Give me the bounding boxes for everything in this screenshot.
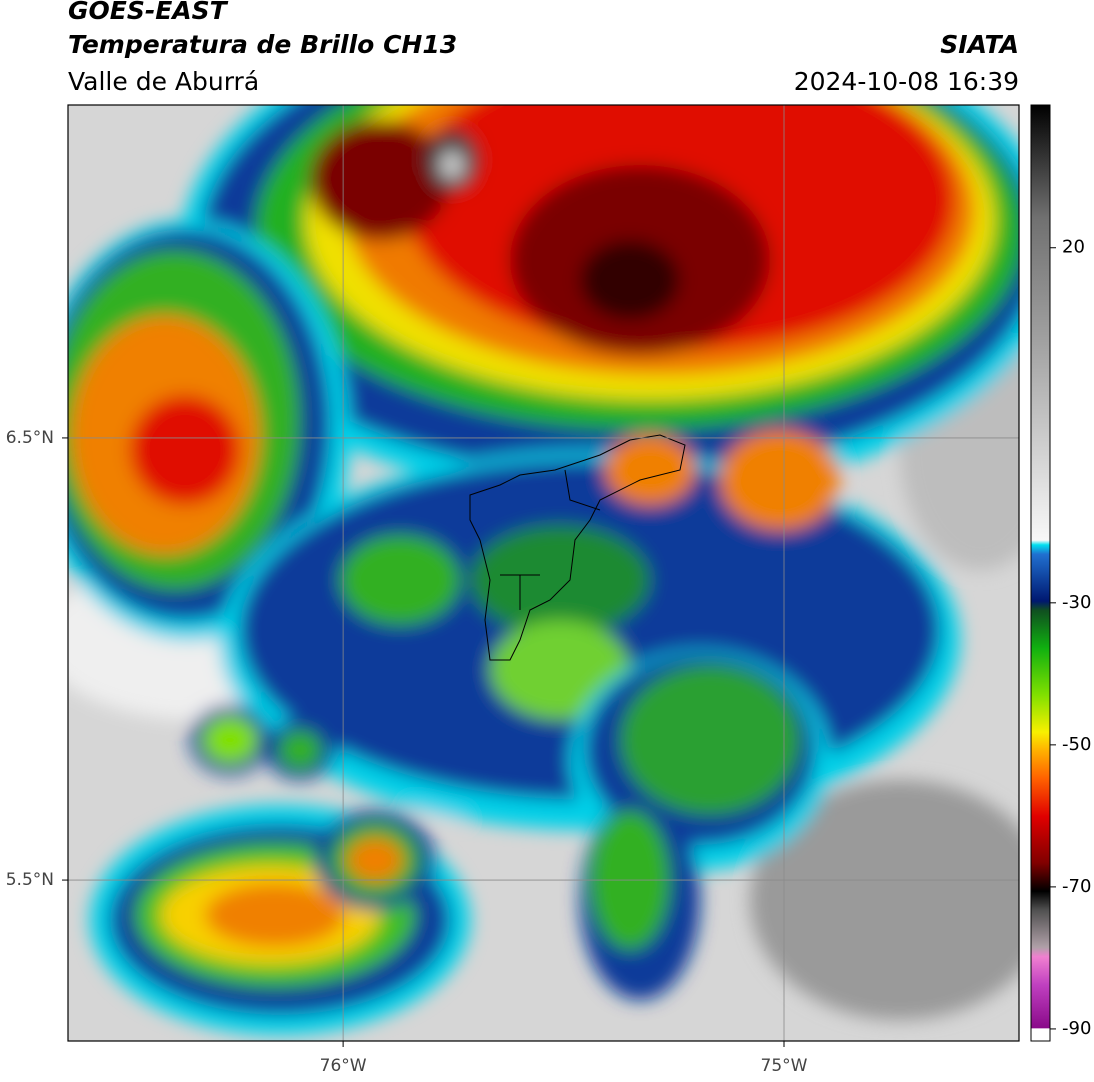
colorbar-tick-label: 20 bbox=[1062, 237, 1085, 258]
x-tick-label: 75°W bbox=[761, 1056, 808, 1076]
colorbar-tick-label: -30 bbox=[1062, 592, 1091, 613]
y-tick-label: 5.5°N bbox=[6, 870, 54, 890]
colorbar-tick-label: -90 bbox=[1062, 1018, 1091, 1039]
valley-boundary bbox=[469, 434, 686, 661]
subtitle: Temperatura de Brillo CH13 bbox=[68, 30, 457, 59]
map-frame bbox=[67, 104, 1020, 1042]
datetime: 2024-10-08 16:39 bbox=[794, 67, 1019, 96]
source: SIATA bbox=[940, 30, 1019, 59]
y-tick-label: 6.5°N bbox=[6, 428, 54, 448]
region: Valle de Aburrá bbox=[68, 67, 259, 96]
x-tick-label: 76°W bbox=[320, 1056, 367, 1076]
colorbar-tick-label: -50 bbox=[1062, 734, 1091, 755]
colorbar-tick-label: -70 bbox=[1062, 876, 1091, 897]
satellite-image bbox=[68, 105, 1019, 1041]
colorbar bbox=[1030, 104, 1051, 1042]
title: GOES-EAST bbox=[68, 0, 229, 25]
